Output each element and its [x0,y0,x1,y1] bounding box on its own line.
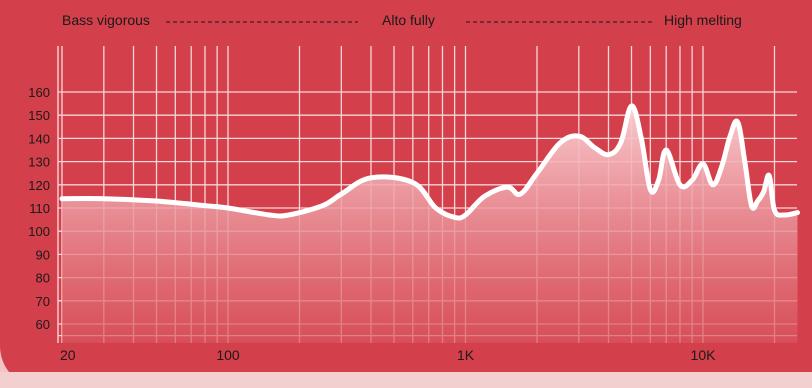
y-tick-label: 130 [28,155,50,170]
x-tick-label: 100 [216,347,240,363]
response-area [62,105,798,343]
y-tick-label: 100 [28,224,50,239]
y-axis-tick-labels: 60 70 80 90 100 110 120 130 140 150 160 [28,85,50,332]
bass-region-label: Bass vigorous [62,12,150,28]
bottom-band [0,372,812,388]
y-tick-label: 120 [28,178,50,193]
y-tick-label: 110 [29,201,50,216]
y-tick-label: 150 [28,108,50,123]
treble-region-label: High melting [664,12,742,28]
y-tick-label: 60 [36,317,50,332]
y-tick-label: 80 [36,271,50,286]
response-area-fill [62,105,798,343]
y-tick-label: 140 [28,131,50,146]
x-tick-label: 1K [457,347,475,363]
mid-region-label: Alto fully [382,12,435,28]
x-axis-tick-labels: 20 100 1K 10K [60,347,716,363]
x-tick-label: 20 [60,347,76,363]
response-curve [59,103,800,221]
response-curve-line [59,103,800,221]
y-tick-label: 90 [36,247,50,262]
y-tick-label: 70 [36,294,50,309]
y-tick-label: 160 [28,85,50,100]
x-tick-label: 10K [691,347,717,363]
